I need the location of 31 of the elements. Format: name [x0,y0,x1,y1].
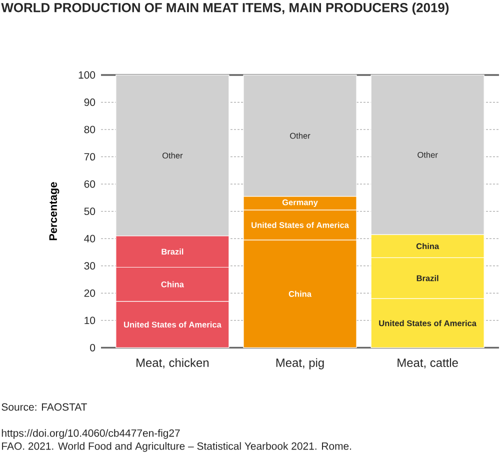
y-tick-label: 0 [90,344,96,352]
data-label: Germany [282,199,318,207]
source-note: Source: FAOSTAT [2,403,87,411]
y-tick-label: 50 [84,208,96,216]
y-axis-title: Percentage [49,182,60,240]
data-label: China [288,290,312,297]
y-tick-label: 40 [84,234,96,242]
data-label: Other [162,152,183,158]
text: https://doi.org/10.4060/cb4477en-fig27 [2,429,180,439]
text: FAO. 2021. World Food and Agriculture – Statistical Yearbook 2021. Rome. [2,442,352,452]
data-label: United States of America [252,222,349,228]
data-label: China [416,243,440,250]
data-label: Other [290,132,310,139]
data-label: Brazil [416,275,438,282]
y-tick-label: 20 [84,289,96,297]
y-tick-label: 90 [84,98,96,106]
chart-title: WORLD PRODUCTION OF MAIN MEAT ITEMS, MAIN PRODUCERS (2019) [1,2,449,15]
y-tick-label: 30 [84,262,96,270]
y-tick-label: 80 [84,126,96,134]
y-tick-label: 10 [84,316,96,324]
x-tick-label: Meat, cattle [398,358,458,368]
x-tick-label: Meat, pig [276,358,324,370]
y-tick-label: 70 [84,153,96,161]
y-tick-label: 60 [84,180,96,188]
data-label: Brazil [162,248,184,255]
data-label: United States of America [379,320,477,326]
data-label: Other [418,152,438,158]
data-label: China [161,281,184,288]
y-tick-label: 100 [78,71,96,79]
x-tick-label: Meat, chicken [136,358,209,368]
data-label: United States of America [124,321,222,328]
